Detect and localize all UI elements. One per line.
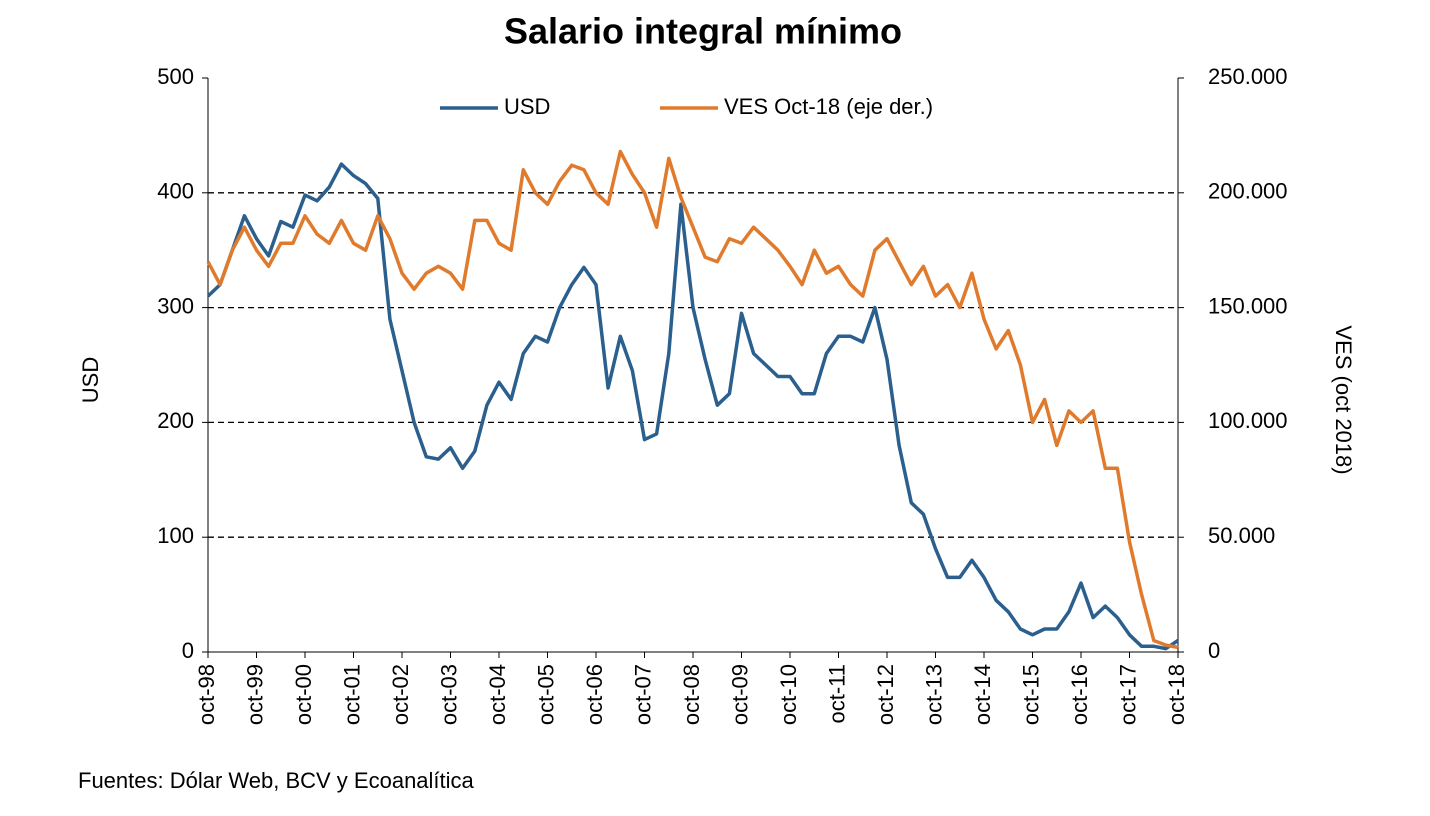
source-note: Fuentes: Dólar Web, BCV y Ecoanalítica [78, 768, 475, 793]
y2-axis-label: VES (oct 2018) [1331, 325, 1356, 474]
x-tick-label: oct-13 [921, 664, 946, 725]
x-tick-label: oct-14 [970, 664, 995, 725]
x-tick-label: oct-16 [1067, 664, 1092, 725]
y-tick-label: 400 [157, 179, 194, 204]
x-tick-label: oct-12 [873, 664, 898, 725]
x-tick-label: oct-06 [582, 664, 607, 725]
y-axis-label: USD [78, 357, 103, 403]
series-line [206, 162, 1179, 651]
series-line [206, 149, 1179, 650]
y-tick-label: 200 [157, 408, 194, 433]
x-tick-label: oct-10 [776, 664, 801, 725]
y-tick-label: 300 [157, 293, 194, 318]
y2-tick-label: 200.000 [1208, 179, 1288, 204]
x-tick-label: oct-09 [727, 664, 752, 725]
x-tick-label: oct-00 [291, 664, 316, 725]
y2-tick-label: 150.000 [1208, 293, 1288, 318]
y2-tick-label: 0 [1208, 638, 1220, 663]
y-tick-label: 0 [182, 638, 194, 663]
x-tick-label: oct-99 [242, 664, 267, 725]
x-tick-label: oct-03 [436, 664, 461, 725]
x-tick-label: oct-11 [824, 664, 849, 724]
y2-tick-label: 250.000 [1208, 64, 1288, 89]
y-tick-label: 100 [157, 523, 194, 548]
x-tick-label: oct-02 [388, 664, 413, 725]
x-tick-label: oct-15 [1018, 664, 1043, 725]
y2-tick-label: 50.000 [1208, 523, 1275, 548]
x-tick-label: oct-05 [533, 664, 558, 725]
y2-tick-label: 100.000 [1208, 408, 1288, 433]
legend-label: USD [504, 94, 550, 119]
x-tick-label: oct-07 [630, 664, 655, 725]
x-tick-label: oct-17 [1115, 664, 1140, 725]
y-tick-label: 500 [157, 64, 194, 89]
x-tick-label: oct-08 [679, 664, 704, 725]
chart-title: Salario integral mínimo [504, 11, 902, 52]
legend-label: VES Oct-18 (eje der.) [724, 94, 933, 119]
x-tick-label: oct-01 [339, 664, 364, 725]
x-tick-label: oct-18 [1164, 664, 1189, 725]
x-tick-label: oct-04 [485, 664, 510, 725]
x-tick-label: oct-98 [194, 664, 219, 725]
